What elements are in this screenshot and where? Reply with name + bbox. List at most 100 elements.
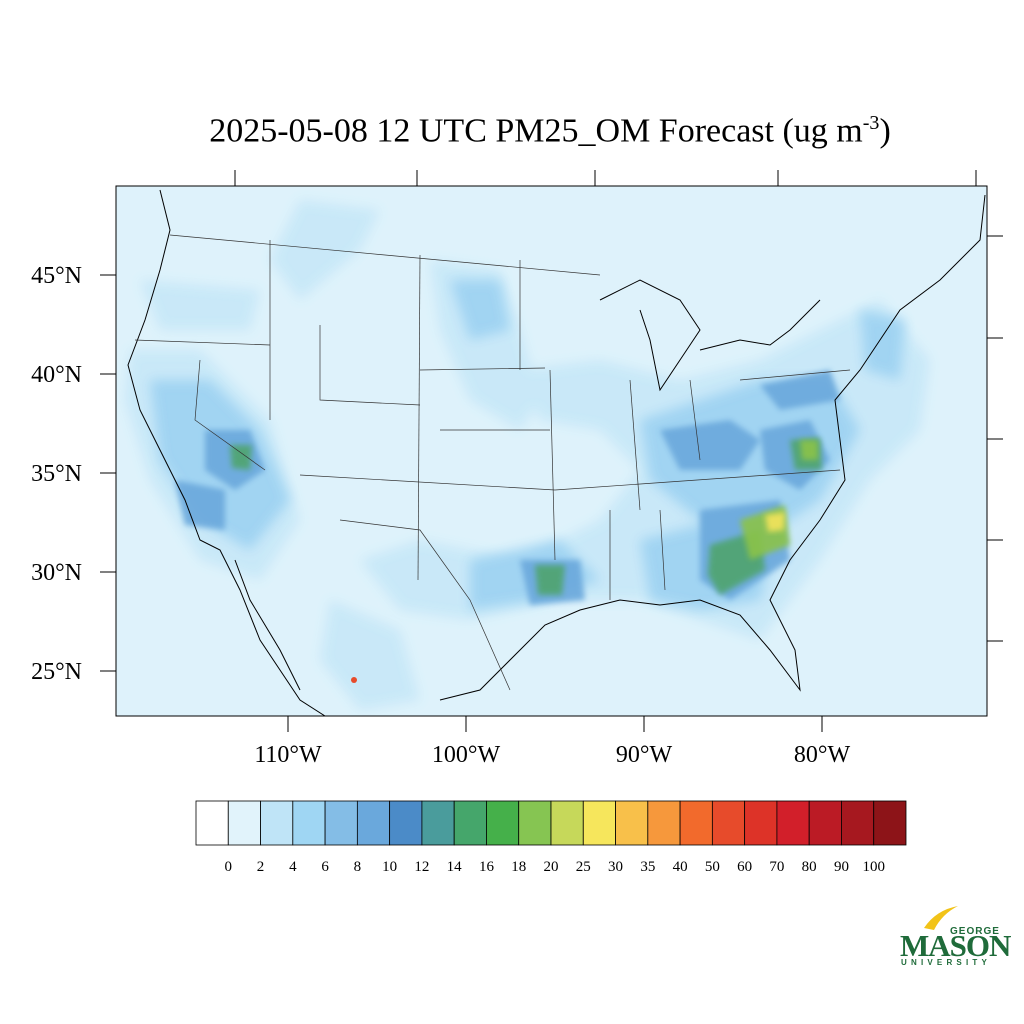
colorbar-label: 8 [354, 859, 362, 875]
colorbar-label: 2 [257, 859, 265, 875]
pm-area-new-england [860, 310, 905, 380]
colorbar-swatch [744, 800, 778, 846]
lat-label: 35°N [31, 461, 82, 487]
colorbar-label: 0 [225, 859, 233, 875]
colorbar-swatch [356, 800, 391, 846]
colorbar-label: 50 [705, 859, 720, 875]
colorbar [195, 800, 907, 846]
border-or-ca [134, 339, 271, 346]
colorbar-swatch [324, 800, 358, 846]
lat-label: 45°N [31, 263, 82, 289]
pm-area-northern-rockies [270, 200, 380, 300]
title-suffix: ) [879, 112, 891, 150]
colorbar-label: 90 [834, 859, 849, 875]
border-al-ga [659, 509, 666, 591]
colorbar-swatch [615, 800, 649, 846]
colorbar-label: 10 [382, 859, 397, 875]
colorbar-swatch [195, 800, 229, 846]
pm-area-sc-yellow [765, 512, 785, 532]
concentration-field [125, 200, 930, 710]
baja-coastline [234, 559, 301, 691]
colorbar-label: 40 [673, 859, 688, 875]
pm-area-nc-lightgreen [800, 440, 818, 460]
lon-label: 80°W [794, 742, 851, 768]
title-superscript: -3 [862, 112, 880, 134]
colorbar-label: 20 [544, 859, 559, 875]
colorbar-label: 100 [862, 859, 885, 875]
colorbar-label: 60 [737, 859, 752, 875]
colorbar-label: 16 [479, 859, 495, 875]
longitude-labels: 110°W 100°W 90°W 80°W [254, 742, 850, 768]
colorbar-label: 14 [447, 859, 463, 875]
pm-area-north-plains [450, 280, 510, 340]
colorbar-swatch [808, 800, 842, 846]
pm-area-mexico [320, 600, 420, 710]
pm-area-socal [175, 480, 225, 530]
colorbar-label: 30 [608, 859, 623, 875]
colorbar-label: 12 [414, 859, 429, 875]
pm-area-oregon [140, 280, 260, 330]
pm-hotspot-mexico [351, 677, 357, 683]
colorbar-swatch [679, 800, 713, 846]
title-text: 2025-05-08 12 UTC PM25_OM Forecast (ug m [209, 112, 863, 150]
colorbar-label: 80 [802, 859, 817, 875]
border-ne-sd [419, 367, 546, 371]
great-lakes-east [699, 299, 821, 351]
lat-label: 30°N [31, 560, 82, 586]
colorbar-swatch [582, 800, 616, 846]
axis-ticks [100, 170, 1003, 732]
pm-area-east-texas-green [535, 565, 565, 595]
colorbar-swatch [841, 800, 875, 846]
colorbar-label: 25 [576, 859, 591, 875]
colorbar-swatch [776, 800, 810, 846]
colorbar-swatch [453, 800, 487, 846]
coastlines [127, 189, 986, 716]
colorbar-labels: 0 2 4 6 8 10 12 14 16 18 20 25 30 35 40 50 60 70 80 90 100 [225, 859, 885, 875]
east-gulf-coastline [439, 194, 986, 701]
border-plains-west [417, 254, 421, 581]
pm-area-nevada-green [230, 445, 252, 470]
colorbar-label: 6 [321, 859, 329, 875]
border-tx-mx [339, 519, 511, 691]
border-il-in [629, 379, 641, 511]
colorbar-swatch [389, 800, 423, 846]
colorbar-swatch [518, 800, 552, 846]
colorbar-swatch [486, 800, 520, 846]
west-coastline [127, 189, 326, 716]
colorbar-swatch [260, 800, 294, 846]
border-canada [169, 234, 601, 276]
logo-top-text: GEORGE [950, 926, 1000, 937]
colorbar-swatch [550, 800, 584, 846]
colorbar-label: 18 [511, 859, 526, 875]
pm-area-pennsylvania [760, 370, 840, 410]
colorbar-swatch [711, 800, 746, 846]
logo-main-text: MASON [900, 928, 1011, 963]
border-ok-ks [299, 474, 556, 491]
colorbar-label: 70 [769, 859, 784, 875]
colorbar-label: 4 [289, 859, 297, 875]
logo-bottom-text: UNIVERSITY [901, 958, 992, 967]
map-frame [115, 185, 988, 717]
border-mo-ks [549, 369, 556, 561]
colorbar-swatch [227, 800, 261, 846]
gmu-logo [924, 906, 958, 930]
lon-label: 110°W [254, 742, 322, 768]
colorbar-swatch [647, 800, 681, 846]
lat-label: 25°N [31, 659, 82, 685]
colorbar-swatch [421, 800, 455, 846]
border-ca-nv [194, 359, 266, 471]
lon-label: 100°W [432, 742, 501, 768]
colorbar-swatch [292, 800, 326, 846]
great-lakes-coastline [599, 279, 701, 392]
border-ut-wy [319, 325, 421, 406]
colorbar-label: 35 [640, 859, 655, 875]
latitude-labels: 45°N 40°N 35°N 30°N 25°N [31, 263, 82, 685]
border-oh-in [689, 379, 701, 461]
border-tn-ky [554, 469, 841, 491]
state-borders [134, 234, 851, 691]
logo-flame [924, 906, 958, 930]
lon-label: 90°W [616, 742, 673, 768]
colorbar-swatch [873, 800, 907, 846]
pm-area-kentucky [660, 420, 760, 470]
